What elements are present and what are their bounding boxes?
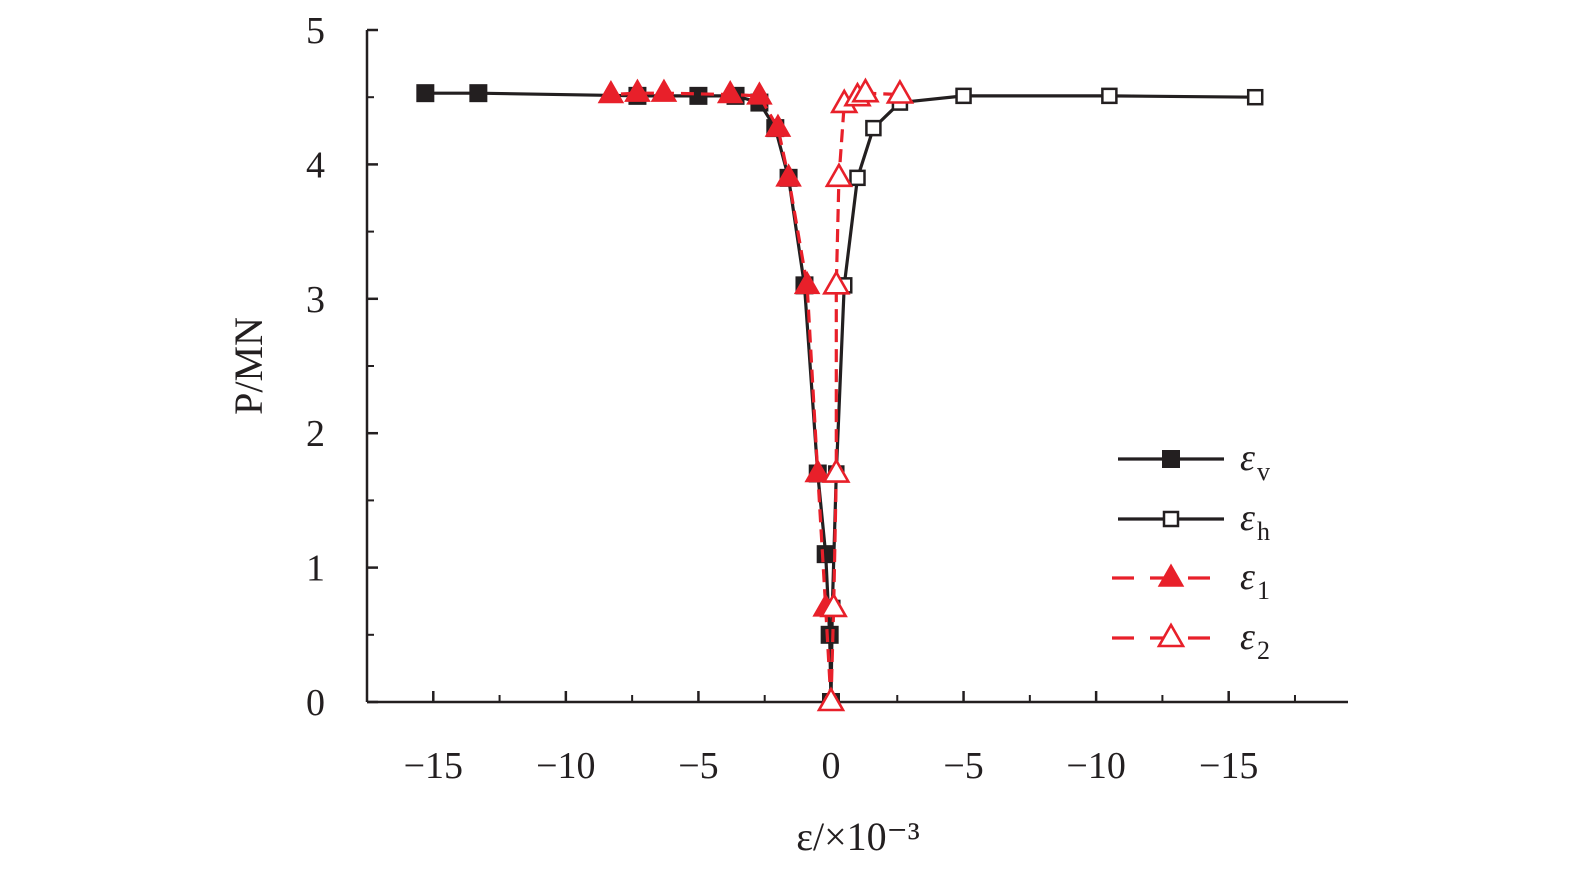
x-tick-label: −10 [536, 745, 595, 787]
data-point [793, 270, 821, 295]
data-point [955, 87, 972, 105]
axes: 0 1 2 3 4 5 −15 −10 −5 0 −5 −10 −15 [306, 10, 1348, 787]
x-tick-label: 0 [821, 745, 840, 787]
data-point [822, 457, 851, 483]
legend-item-v: εv [1118, 437, 1270, 486]
data-point [849, 169, 866, 187]
data-point [816, 686, 846, 712]
x-tick-label: −5 [943, 745, 983, 787]
data-point [624, 78, 651, 102]
data-point [822, 269, 851, 295]
y-tick-label: 3 [306, 279, 325, 321]
series-1 [597, 78, 845, 711]
data-point [775, 163, 802, 187]
data-point [746, 81, 773, 105]
data-point [804, 459, 832, 483]
legend-item-h: εh [1118, 497, 1270, 546]
data-point [1156, 622, 1186, 648]
y-tick-label: 1 [306, 548, 325, 590]
data-point [416, 84, 435, 103]
series-line [610, 91, 833, 703]
x-tick-label: −15 [404, 745, 463, 787]
legend-label: ε2 [1240, 616, 1270, 665]
data-point [764, 113, 792, 137]
data-point [1157, 563, 1185, 587]
legend-item-2: ε2 [1112, 616, 1270, 665]
data-point [816, 545, 835, 564]
x-tick-label: −15 [1199, 745, 1258, 787]
data-point [1162, 510, 1180, 528]
data-point [1162, 450, 1180, 468]
data-point [597, 80, 625, 104]
data-point [851, 77, 880, 103]
y-tick-label: 5 [306, 10, 325, 52]
data-point [650, 78, 678, 102]
y-tick-label: 2 [306, 413, 325, 455]
x-tick-label: −10 [1066, 745, 1125, 787]
data-point [885, 78, 915, 104]
y-axis-title: P/MN [226, 317, 271, 415]
legend-label: ε1 [1240, 556, 1270, 605]
data-point [689, 86, 708, 105]
legend-item-1: ε1 [1112, 556, 1270, 605]
data-point [1246, 88, 1264, 106]
x-tick-label: −5 [678, 745, 718, 787]
series-2 [816, 77, 915, 712]
legend: εv εh ε1 ε2 [1112, 437, 1270, 665]
data-point [820, 625, 839, 644]
x-axis-title: ε/×10⁻³ [796, 814, 920, 859]
legend-label: εv [1240, 437, 1270, 486]
data-point [469, 84, 488, 103]
y-tick-label: 0 [306, 682, 325, 724]
series-h [822, 87, 1264, 711]
series-line [425, 91, 833, 703]
data-point [1101, 87, 1118, 105]
series-v [416, 84, 840, 711]
y-tick-label: 4 [306, 144, 325, 186]
data-point [824, 162, 854, 188]
series-line [829, 94, 1256, 703]
data-point [865, 119, 882, 137]
plot-area [416, 77, 1264, 712]
data-point [819, 592, 848, 618]
data-point [716, 80, 744, 104]
legend-label: εh [1240, 497, 1270, 546]
